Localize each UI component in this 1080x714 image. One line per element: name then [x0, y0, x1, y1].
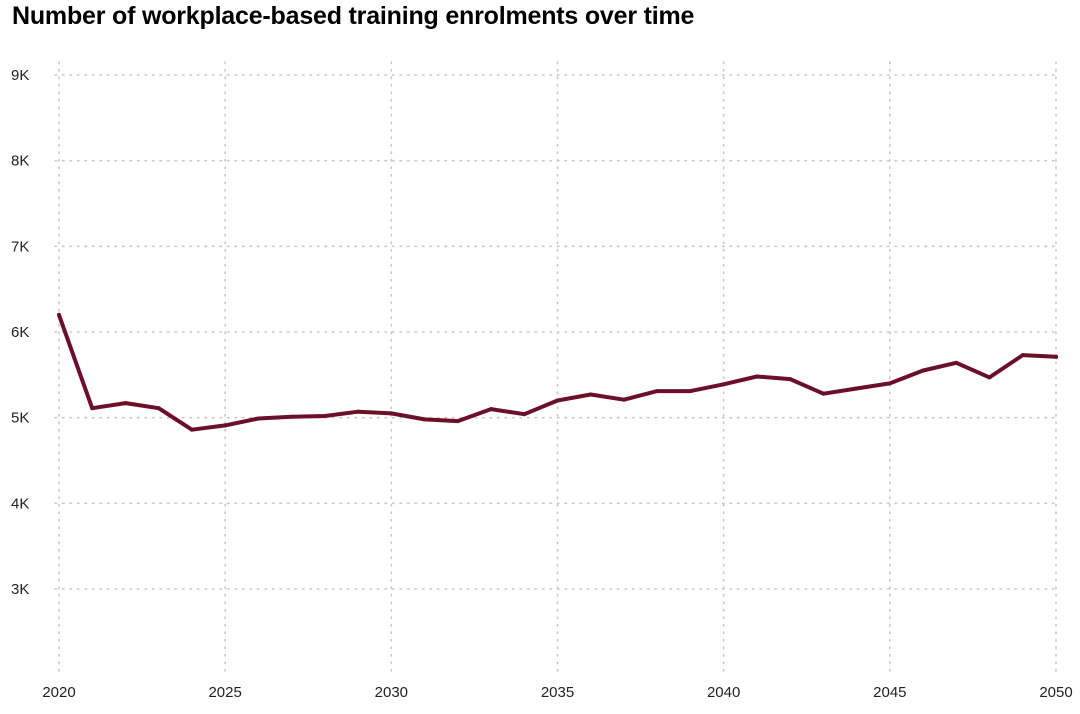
data-point	[821, 391, 826, 396]
y-tick-label: 9K	[11, 67, 29, 84]
data-point	[1054, 354, 1058, 359]
data-point	[721, 382, 726, 387]
data-point	[422, 417, 427, 422]
data-point	[256, 416, 261, 421]
x-tick-label: 2020	[42, 684, 75, 701]
series-layer	[57, 312, 1058, 432]
y-tick-label: 6K	[11, 324, 29, 341]
y-tick-label: 3K	[11, 581, 29, 598]
data-point	[522, 412, 527, 417]
data-point	[322, 413, 327, 418]
data-point	[555, 398, 560, 403]
data-point	[921, 368, 926, 373]
data-point	[1020, 353, 1025, 358]
data-point	[987, 375, 992, 380]
data-point	[156, 406, 161, 411]
data-point	[688, 389, 693, 394]
y-tick-label: 7K	[11, 238, 29, 255]
data-point	[655, 389, 660, 394]
data-point	[455, 419, 460, 424]
data-point	[223, 423, 228, 428]
x-tick-label: 2030	[375, 684, 408, 701]
y-tick-label: 8K	[11, 153, 29, 170]
data-point	[356, 409, 361, 414]
x-tick-label: 2035	[541, 684, 574, 701]
grid-lines	[54, 61, 1061, 673]
x-tick-label: 2025	[208, 684, 241, 701]
data-point	[389, 411, 394, 416]
data-point	[788, 377, 793, 382]
y-tick-label: 4K	[11, 495, 29, 512]
data-point	[90, 406, 95, 411]
x-tick-label: 2050	[1039, 684, 1072, 701]
chart-title: Number of workplace-based training enrol…	[12, 2, 695, 30]
data-point	[887, 381, 892, 386]
data-point	[489, 407, 494, 412]
data-point	[954, 360, 959, 365]
x-tick-label: 2040	[707, 684, 740, 701]
data-point	[123, 401, 128, 406]
y-tick-label: 5K	[11, 410, 29, 427]
data-point	[57, 312, 61, 317]
data-point	[289, 414, 294, 419]
axis-tick-labels: 3K 4K 5K 6K 7K 8K 9K 2020 2025 2030 2035 2040 2045 20…	[11, 67, 1073, 701]
data-point	[754, 374, 759, 379]
data-point	[189, 427, 194, 432]
data-point	[621, 397, 626, 402]
x-tick-label: 2045	[873, 684, 906, 701]
data-point	[854, 386, 859, 391]
data-point	[588, 392, 593, 397]
